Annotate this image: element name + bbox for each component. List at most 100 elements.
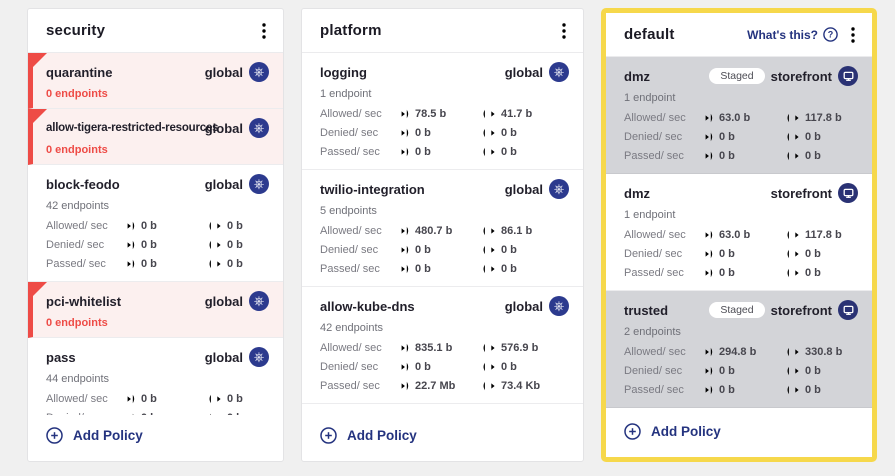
stat-row: Denied/ sec 0 b 0 b [624, 128, 858, 145]
namespace-icon [838, 66, 858, 86]
tier-security-footer: Add Policy [28, 415, 283, 461]
whats-this-link[interactable]: What's this? ? [747, 27, 838, 42]
tier-security: security quarantine global ⎈ 0 endpoints… [27, 8, 284, 462]
stat-label: Passed/ sec [46, 257, 106, 270]
ingress-icon [700, 249, 713, 258]
help-icon[interactable]: ? [823, 27, 838, 42]
policy-card-allow-tigera-restricted-resources[interactable]: allow-tigera-restricted-resources global… [28, 109, 283, 165]
policy-card-allow-kube-dns[interactable]: allow-kube-dns global ⎈ 42 endpoints All… [302, 287, 583, 404]
policy-card-logging[interactable]: logging global ⎈ 1 endpoint Allowed/ sec… [302, 53, 583, 170]
endpoint-count: 44 endpoints [46, 373, 109, 385]
ingress-stat: 0 b [396, 263, 482, 275]
policy-card-trusted[interactable]: trusted storefront [606, 408, 872, 411]
add-policy-button[interactable]: Add Policy [46, 426, 143, 444]
egress-stat: 0 b [786, 150, 821, 162]
stat-label: Passed/ sec [624, 149, 684, 162]
add-policy-label: Add Policy [73, 427, 143, 443]
global-scope-icon: ⎈ [549, 296, 569, 316]
kebab-menu-icon[interactable] [557, 21, 571, 41]
ingress-stat: 0 b [396, 146, 482, 158]
staged-badge: Staged [709, 67, 765, 85]
endpoint-count: 1 endpoint [624, 209, 676, 221]
egress-stat: 0 b [786, 131, 821, 143]
global-scope-icon: ⎈ [249, 174, 269, 194]
policy-card-block-feodo[interactable]: block-feodo global ⎈ 42 endpoints Allowe… [28, 165, 283, 282]
stat-label: Passed/ sec [624, 383, 684, 396]
egress-icon [483, 109, 495, 118]
stat-value: 0 b [141, 238, 157, 251]
scope-label: global [504, 298, 543, 314]
kebab-menu-icon[interactable] [846, 25, 860, 45]
stat-row: Denied/ sec 0 b 0 b [624, 245, 858, 262]
ingress-icon [700, 230, 713, 239]
stat-label: Passed/ sec [320, 145, 380, 158]
egress-stat: 86.1 b [482, 225, 532, 237]
stat-row: Passed/ sec 0 b 0 b [46, 255, 269, 272]
stat-label: Denied/ sec [624, 364, 683, 377]
egress-icon [787, 385, 799, 394]
ingress-icon [396, 264, 409, 273]
scope-label: global [504, 181, 543, 197]
egress-icon [483, 381, 495, 390]
stat-row: Denied/ sec 0 b 0 b [46, 409, 269, 415]
stat-label: Allowed/ sec [46, 392, 108, 405]
ingress-stat: 0 b [700, 267, 786, 279]
ingress-stat: 480.7 b [396, 225, 482, 237]
policy-card-pci-whitelist[interactable]: pci-whitelist global ⎈ 0 endpoints [28, 282, 283, 338]
stat-value: 0 b [805, 130, 821, 143]
egress-stat: 0 b [208, 393, 243, 405]
egress-stat: 41.7 b [482, 108, 532, 120]
tier-platform-header: platform [302, 9, 583, 53]
policy-name: block-feodo [46, 176, 120, 192]
endpoint-count: 42 endpoints [46, 200, 109, 212]
namespace-icon [838, 300, 858, 320]
tier-default-list: dmz Staged storefront 1 endpoint Allowed… [606, 57, 872, 411]
ingress-icon [122, 413, 135, 415]
egress-stat: 0 b [482, 361, 517, 373]
ingress-stat: 0 b [396, 361, 482, 373]
scope-label: global [204, 64, 243, 80]
ingress-icon [122, 240, 135, 249]
ingress-stat: 0 b [122, 258, 208, 270]
egress-stat: 0 b [786, 384, 821, 396]
policy-scope: Staged storefront [709, 300, 858, 320]
stat-value: 480.7 b [415, 224, 453, 237]
stat-value: 78.5 b [415, 107, 447, 120]
stat-row: Allowed/ sec 0 b 0 b [46, 390, 269, 407]
egress-stat: 330.8 b [786, 346, 842, 358]
tier-platform-footer: Add Policy [302, 415, 583, 461]
egress-icon [787, 113, 799, 122]
policy-card-quarantine[interactable]: quarantine global ⎈ 0 endpoints [28, 53, 283, 109]
stat-label: Denied/ sec [320, 243, 379, 256]
traffic-stats: Allowed/ sec 0 b 0 b Denied/ sec 0 b 0 b… [46, 217, 269, 272]
scope-label: global [504, 64, 543, 80]
ingress-icon [122, 394, 135, 403]
egress-stat: 0 b [786, 248, 821, 260]
policy-scope: global ⎈ [205, 62, 269, 82]
ingress-icon [396, 362, 409, 371]
traffic-stats: Allowed/ sec 63.0 b 117.8 b Denied/ sec … [624, 226, 858, 281]
ingress-stat: 835.1 b [396, 342, 482, 354]
policy-card-dmz[interactable]: dmz storefront 1 endpoint Allowed/ sec 6… [606, 174, 872, 291]
policy-card-trusted-staged[interactable]: trusted Staged storefront 2 endpoints Al… [606, 291, 872, 408]
tier-title: default [624, 26, 675, 43]
add-policy-button[interactable]: Add Policy [320, 426, 417, 444]
add-policy-button[interactable]: Add Policy [624, 422, 721, 440]
policy-card-twilio-integration[interactable]: twilio-integration global ⎈ 5 endpoints … [302, 170, 583, 287]
policy-card-dmz-staged[interactable]: dmz Staged storefront 1 endpoint Allowed… [606, 57, 872, 174]
stat-row: Allowed/ sec 63.0 b 117.8 b [624, 109, 858, 126]
policy-card-pass[interactable]: pass global ⎈ 44 endpoints Allowed/ sec … [28, 338, 283, 415]
ingress-icon [396, 245, 409, 254]
stat-label: Denied/ sec [46, 238, 105, 251]
traffic-stats: Allowed/ sec 0 b 0 b Denied/ sec 0 b 0 b… [46, 390, 269, 415]
ingress-stat: 0 b [700, 131, 786, 143]
kebab-menu-icon[interactable] [257, 21, 271, 41]
ingress-stat: 294.8 b [700, 346, 786, 358]
egress-icon [483, 245, 495, 254]
endpoint-count: 0 endpoints [46, 88, 108, 100]
stat-value: 0 b [501, 126, 517, 139]
global-scope-icon: ⎈ [249, 118, 269, 138]
stat-row: Passed/ sec 0 b 0 b [624, 147, 858, 164]
stat-value: 0 b [719, 266, 735, 279]
endpoint-count: 0 endpoints [46, 144, 108, 156]
